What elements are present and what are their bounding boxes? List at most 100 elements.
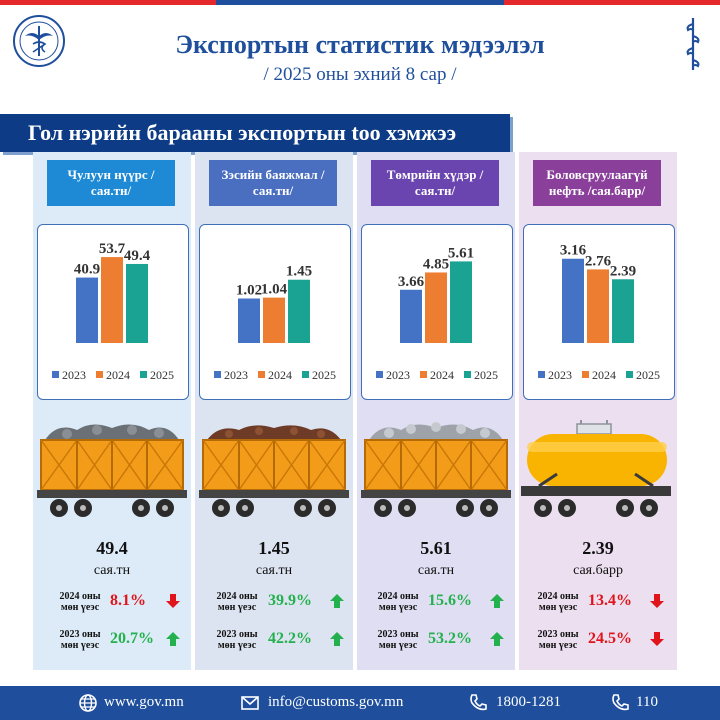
bar-2023 bbox=[562, 258, 584, 343]
phone-number-2[interactable]: 110 bbox=[636, 694, 658, 710]
comparison-value: 13.4% bbox=[588, 592, 632, 609]
bar-2025 bbox=[126, 263, 148, 343]
bar-2025 bbox=[612, 279, 634, 343]
bar-2023 bbox=[400, 289, 422, 343]
legend-swatch bbox=[538, 371, 545, 378]
section-title: Гол нэрийн барааны экспортын too хэмжээ bbox=[28, 120, 457, 145]
email-link[interactable]: info@customs.gov.mn bbox=[268, 694, 404, 710]
comparison-label: 2024 оны мөн үеэс bbox=[216, 591, 258, 613]
chart-box-iron-ore: 3.66 4.85 5.61 2023 2024 2025 bbox=[361, 224, 513, 400]
legend-label: 2023 bbox=[62, 368, 86, 382]
legend-label: 2024 bbox=[430, 368, 454, 382]
legend-swatch bbox=[582, 371, 589, 378]
bar-2024 bbox=[587, 269, 609, 343]
bar-value-label: 5.61 bbox=[448, 245, 474, 261]
page-title: Экспортын статистик мэдээлэл bbox=[175, 30, 545, 59]
legend-label: 2025 bbox=[636, 368, 660, 382]
globe-icon bbox=[79, 694, 97, 712]
bar-value-label: 1.02 bbox=[236, 282, 262, 298]
bar-value-label: 40.9 bbox=[74, 262, 100, 278]
bar-value-label: 3.16 bbox=[560, 243, 587, 259]
category-label: Боловсруулаагүй нефть /сая.барр/ bbox=[533, 160, 661, 206]
comparison-label: 2024 оны мөн үеэс bbox=[59, 591, 101, 613]
arrow-up-icon bbox=[330, 632, 344, 646]
bar-chart-iron-ore: 3.66 4.855.61 2023 2024 2025 bbox=[376, 245, 498, 382]
customs-logo-icon bbox=[13, 15, 65, 67]
legend-swatch bbox=[302, 371, 309, 378]
total-unit: сая.тн bbox=[93, 563, 131, 578]
comparison-value: 53.2% bbox=[428, 630, 472, 647]
comparison-label: 2023 оны мөн үеэс bbox=[377, 629, 419, 651]
legend-label: 2024 bbox=[268, 368, 292, 382]
arrow-up-icon bbox=[166, 632, 180, 646]
phone-icon bbox=[612, 694, 629, 711]
chart-box-copper: 1.02 1.04 1.45 2023 2024 2025 bbox=[199, 224, 351, 400]
total-value: 2.39 bbox=[582, 538, 614, 558]
bar-chart-copper: 1.021.04 1.45 2023 2024 2025 bbox=[214, 264, 336, 382]
legend-swatch bbox=[214, 371, 221, 378]
legend-label: 2025 bbox=[150, 368, 174, 382]
bar-value-label: 3.66 bbox=[398, 274, 425, 290]
legend-label: 2023 bbox=[386, 368, 410, 382]
section-banner-bar bbox=[0, 114, 510, 152]
iron-ore-wagon-icon bbox=[361, 422, 511, 517]
section-banner: Гол нэрийн барааны экспортын too хэмжээ bbox=[0, 114, 516, 152]
phone-number-1[interactable]: 1800-1281 bbox=[496, 694, 561, 710]
comparison-label: 2024 оны мөн үеэс bbox=[377, 591, 419, 613]
arrow-down-icon bbox=[166, 594, 180, 608]
legend-label: 2024 bbox=[106, 368, 130, 382]
arrow-down-icon bbox=[650, 632, 664, 646]
bar-2024 bbox=[263, 297, 285, 343]
total-unit: сая.тн bbox=[417, 563, 455, 578]
bar-value-label: 1.04 bbox=[261, 282, 288, 298]
bar-value-label: 2.76 bbox=[585, 253, 612, 269]
legend-label: 2024 bbox=[592, 368, 616, 382]
arrow-up-icon bbox=[330, 594, 344, 608]
bar-value-label: 49.4 bbox=[124, 248, 151, 264]
category-label: Чулуун нүүрс /сая.тн/ bbox=[47, 160, 175, 206]
arrow-down-icon bbox=[650, 594, 664, 608]
bar-2023 bbox=[76, 277, 98, 343]
bar-value-label: 53.7 bbox=[99, 241, 126, 257]
comparison-label: 2023 оны мөн үеэс bbox=[59, 629, 101, 651]
total-value: 5.61 bbox=[420, 538, 452, 558]
footer-bar: www.gov.mn info@customs.gov.mn 1800-1281… bbox=[0, 686, 720, 720]
comparison-value: 24.5% bbox=[588, 630, 632, 647]
legend-label: 2025 bbox=[474, 368, 498, 382]
legend-swatch bbox=[626, 371, 633, 378]
total-value: 49.4 bbox=[96, 538, 128, 558]
bar-2025 bbox=[450, 261, 472, 343]
comparison-value: 15.6% bbox=[428, 592, 472, 609]
total-unit: сая.барр bbox=[573, 563, 623, 578]
category-label: Төмрийн хүдэр /сая.тн/ bbox=[371, 160, 499, 206]
copper-wagon-icon bbox=[199, 425, 349, 517]
legend-label: 2025 bbox=[312, 368, 336, 382]
bar-value-label: 4.85 bbox=[423, 256, 449, 272]
bar-2023 bbox=[238, 298, 260, 343]
phone-icon bbox=[470, 694, 487, 711]
top-accent-line bbox=[0, 0, 720, 5]
legend-label: 2023 bbox=[548, 368, 572, 382]
email-icon bbox=[241, 696, 259, 710]
bar-value-label: 2.39 bbox=[610, 263, 636, 279]
comparison-value: 42.2% bbox=[268, 630, 312, 647]
website-link[interactable]: www.gov.mn bbox=[104, 694, 184, 710]
chart-box-coal: 40.9 53.7 49.4 2023 2024 2025 bbox=[37, 224, 189, 400]
arrow-up-icon bbox=[490, 632, 504, 646]
legend-swatch bbox=[258, 371, 265, 378]
mongolian-script-logo-icon bbox=[686, 18, 700, 70]
legend-swatch bbox=[376, 371, 383, 378]
bar-2025 bbox=[288, 279, 310, 343]
bar-2024 bbox=[425, 272, 447, 343]
comparison-value: 20.7% bbox=[110, 630, 154, 647]
category-label: Зэсийн баяжмал /сая.тн/ bbox=[209, 160, 337, 206]
legend-swatch bbox=[464, 371, 471, 378]
comparison-label: 2023 оны мөн үеэс bbox=[216, 629, 258, 651]
page-subtitle: / 2025 оны эхний 8 сар / bbox=[263, 64, 457, 85]
comparison-value: 39.9% bbox=[268, 592, 312, 609]
bar-2024 bbox=[101, 257, 123, 343]
legend-swatch bbox=[96, 371, 103, 378]
legend-label: 2023 bbox=[224, 368, 248, 382]
comparison-label: 2024 оны мөн үеэс bbox=[537, 591, 579, 613]
total-unit: сая.тн bbox=[255, 563, 293, 578]
